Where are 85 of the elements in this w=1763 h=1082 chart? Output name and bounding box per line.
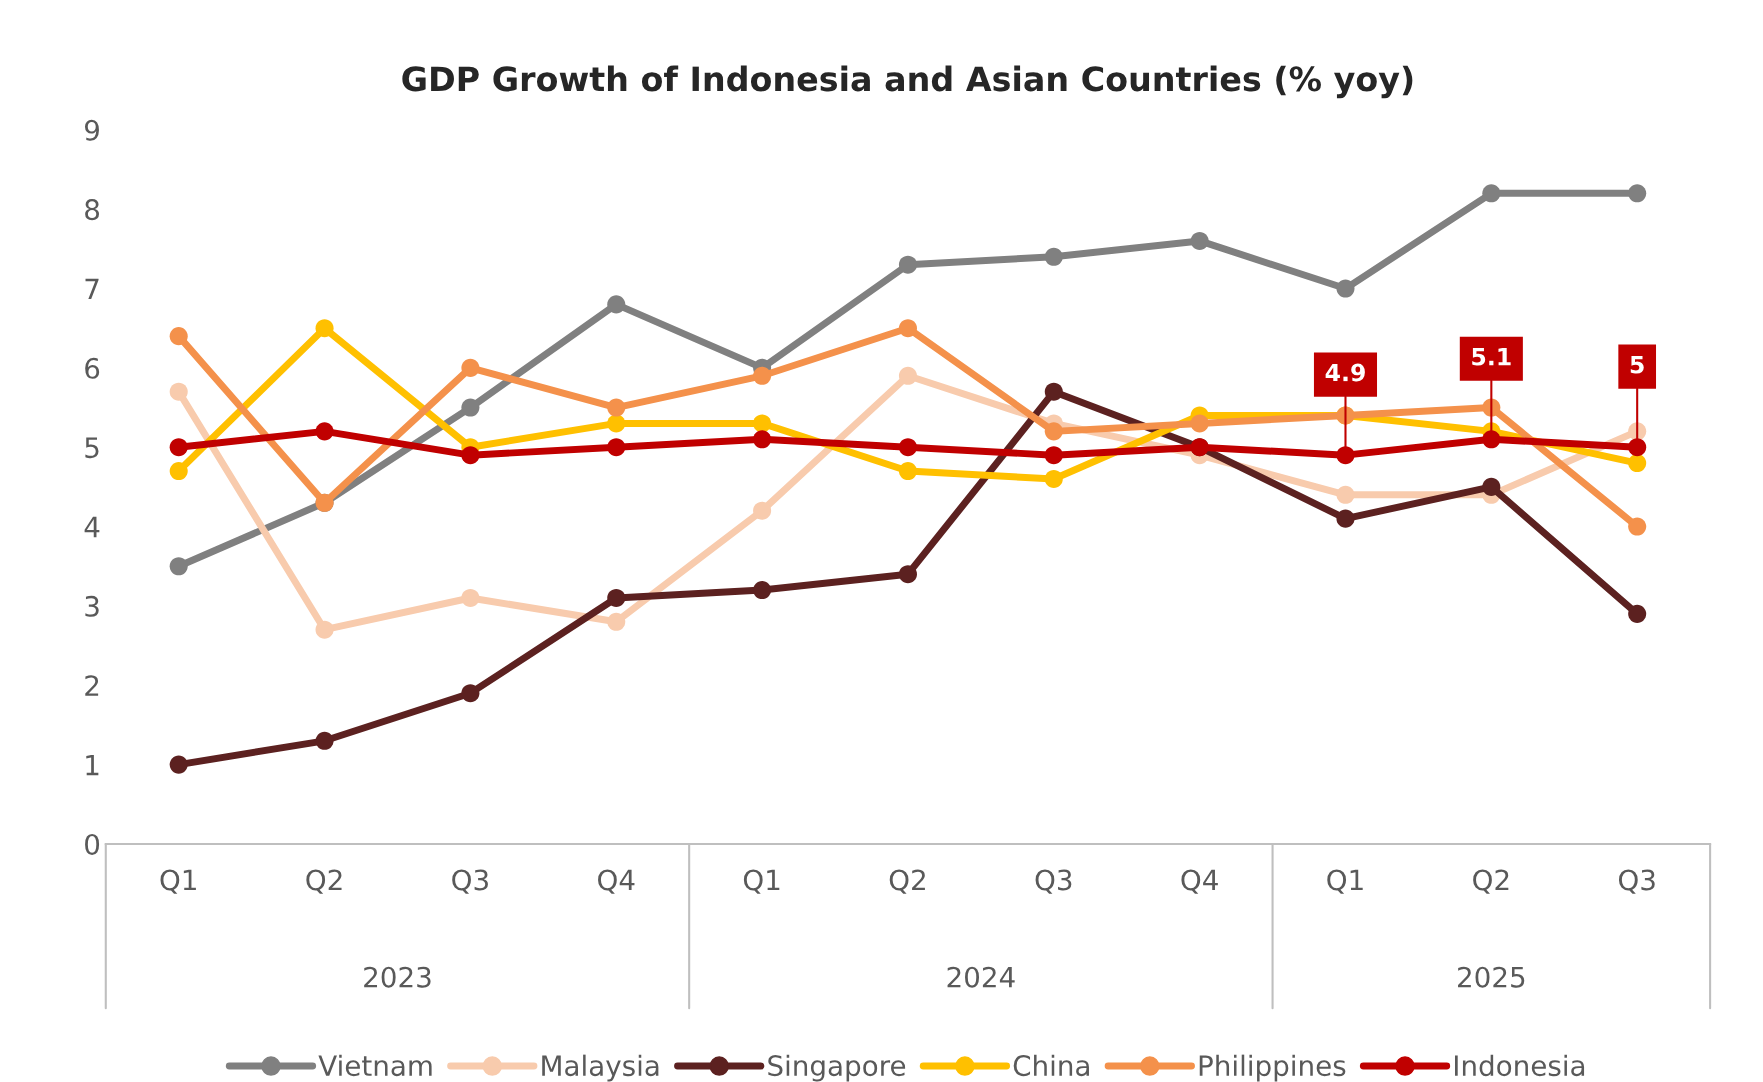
point [1628, 438, 1647, 457]
legend-label: China [1013, 1054, 1089, 1077]
point [315, 422, 334, 441]
point [1628, 517, 1647, 536]
x-tick-label: Q4 [1181, 869, 1218, 894]
y-tick-label: 1 [86, 754, 99, 776]
point [461, 358, 480, 377]
y-tick-label: 9 [84, 119, 99, 141]
x-tick-label: Q3 [452, 869, 488, 894]
point [898, 319, 917, 338]
text: 2025 [1458, 966, 1525, 988]
x-tick-label: Q4 [598, 869, 635, 894]
point [753, 501, 772, 520]
point [1628, 454, 1647, 473]
point [1044, 382, 1063, 401]
x-tick-label: Q1 [1327, 869, 1363, 894]
text: 2023 [364, 966, 431, 988]
point [898, 462, 917, 481]
x-tick-label: Q2 [889, 869, 925, 894]
legend-label: Indonesia [1454, 1054, 1585, 1077]
point [607, 438, 626, 457]
point [461, 446, 480, 465]
point [607, 612, 626, 631]
point [753, 430, 772, 449]
point [607, 414, 626, 433]
point [1628, 184, 1647, 203]
point [169, 462, 188, 481]
legend-label: Malaysia [542, 1054, 659, 1082]
point [1190, 414, 1209, 433]
point [1190, 231, 1209, 250]
point [461, 588, 480, 608]
y-tick-label: 3 [85, 595, 99, 617]
point [169, 327, 188, 346]
text: 2024 [947, 966, 1015, 988]
point [461, 398, 480, 417]
y-tick-label: 2 [85, 675, 99, 696]
point [1044, 422, 1063, 441]
x-tick-label: Q1 [743, 869, 780, 894]
point [1044, 469, 1063, 488]
data-label: 4.9 [1325, 363, 1365, 382]
point [1336, 446, 1355, 465]
point [169, 382, 188, 401]
point [1482, 477, 1501, 496]
point [315, 731, 334, 750]
x-tick-label: Q1 [160, 869, 196, 894]
point [753, 581, 772, 600]
point [898, 366, 917, 385]
y-tick-label: 0 [85, 833, 100, 855]
point [169, 755, 188, 774]
point [607, 295, 626, 314]
x-tick-label: Q2 [306, 869, 342, 894]
legend-label: Vietnam [318, 1054, 432, 1077]
point [1482, 184, 1501, 203]
point [1336, 509, 1355, 528]
x-tick-label: Q2 [1473, 869, 1509, 894]
point [898, 438, 917, 457]
data-label: 5.1 [1472, 348, 1511, 366]
point [1482, 430, 1501, 449]
point [315, 319, 334, 338]
point [898, 255, 917, 274]
y-tick-label: 5 [85, 437, 99, 459]
point [1044, 247, 1063, 266]
x-tick-label: Q3 [1618, 869, 1655, 894]
point [1336, 279, 1355, 298]
point [898, 565, 917, 584]
point [315, 620, 334, 639]
point [753, 414, 772, 433]
x-tick-label: Q3 [1035, 869, 1072, 894]
point [1628, 604, 1647, 623]
chart-title: GDP Growth of Indonesia and Asian Countries (% yoy) [402, 65, 1413, 99]
point [1044, 446, 1063, 465]
legend-label: Philippines [1199, 1054, 1346, 1082]
y-tick-label: 7 [85, 278, 99, 300]
point [607, 398, 626, 417]
point [607, 588, 626, 608]
legend-label: Singapore [768, 1054, 906, 1082]
point [169, 438, 188, 457]
point [753, 366, 772, 385]
point [169, 557, 188, 576]
point [461, 684, 480, 703]
y-tick-label: 8 [85, 199, 100, 221]
point [1336, 485, 1355, 504]
y-tick-label: 6 [85, 357, 100, 379]
data-label: 5 [1630, 355, 1644, 374]
y-tick-label: 4 [84, 516, 100, 538]
